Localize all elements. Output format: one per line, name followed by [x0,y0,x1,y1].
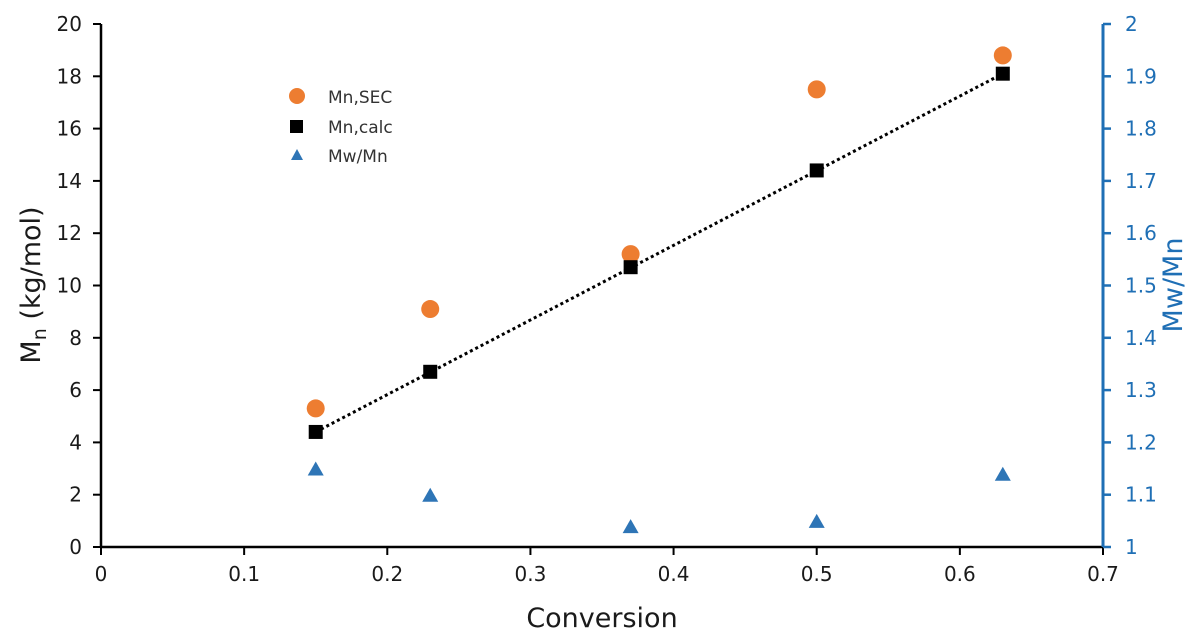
legend-marker-mn-sec [289,88,305,104]
x-tick-label: 0.5 [801,562,833,586]
y2-tick-label: 1.4 [1125,326,1157,350]
y2-tick-label: 1.6 [1125,221,1157,245]
point-mn-sec [306,399,325,418]
x-tick-label: 0.7 [1087,562,1119,586]
y-tick-label: 2 [69,483,82,507]
y2-tick-label: 1.9 [1125,64,1157,88]
legend-marker-mn-calc [290,120,303,133]
y-axis-title-left: Mn (kg/mol) [16,206,51,363]
point-mn-calc [995,66,1010,81]
point-mn-calc [809,163,824,178]
x-tick-label: 0.4 [658,562,690,586]
y-tick-label: 14 [57,169,82,193]
legend-marker-mw-mn [291,149,303,160]
y-ticks-left: 0 2 4 6 8 10 12 14 16 18 20 [57,12,101,559]
y2-tick-label: 1.7 [1125,169,1157,193]
y2-tick-label: 1.1 [1125,483,1157,507]
x-tick-label: 0 [95,562,108,586]
y-tick-label: 6 [69,378,82,402]
y-axis-title-subscript: n [29,328,51,340]
y2-tick-label: 1.3 [1125,378,1157,402]
y-axis-title-main: M [16,340,47,363]
point-mn-sec [421,300,440,319]
trendline [315,72,1004,434]
point-mw-mn [622,519,639,534]
x-tick-label: 0.3 [515,562,547,586]
y-tick-label: 12 [57,221,82,245]
y2-tick-label: 1.2 [1125,430,1157,454]
y-tick-label: 4 [69,430,82,454]
x-axis-title: Conversion [526,603,677,632]
point-mw-mn [994,466,1011,481]
x-ticks: 0 0.1 0.2 0.3 0.4 0.5 0.6 0.7 [95,547,1119,586]
y-tick-label: 10 [57,274,82,298]
point-mw-mn [808,513,825,528]
legend: Mn,SEC Mn,calc Mw/Mn [289,88,393,167]
data-points [306,46,1012,534]
point-mn-sec [807,80,826,99]
y-tick-label: 18 [57,64,82,88]
point-mw-mn [422,487,439,502]
y-tick-label: 8 [69,326,82,350]
y-tick-label: 20 [57,12,82,36]
x-tick-label: 0.2 [371,562,403,586]
x-tick-label: 0.1 [228,562,260,586]
point-mn-sec [621,245,640,264]
y2-tick-label: 1 [1125,535,1138,559]
point-mn-sec [993,46,1012,65]
legend-label-mn-sec: Mn,SEC [328,88,392,108]
legend-label-mn-calc: Mn,calc [328,118,393,138]
x-tick-label: 0.6 [944,562,976,586]
point-mn-calc [623,260,638,275]
y2-tick-label: 2 [1125,12,1138,36]
y2-tick-label: 1.8 [1125,117,1157,141]
y-axis-title-rest: (kg/mol) [16,206,47,328]
y-tick-label: 16 [57,117,82,141]
point-mn-calc [308,424,323,439]
y-ticks-right: 1 1.1 1.2 1.3 1.4 1.5 1.6 1.7 1.8 1.9 2 [1103,12,1157,559]
y2-tick-label: 1.5 [1125,274,1157,298]
y-tick-label: 0 [69,535,82,559]
point-mw-mn [307,461,324,476]
y-axis-title-right: Mw/Mn [1158,238,1189,333]
legend-label-mw-mn: Mw/Mn [328,147,388,167]
point-mn-calc [423,364,438,379]
